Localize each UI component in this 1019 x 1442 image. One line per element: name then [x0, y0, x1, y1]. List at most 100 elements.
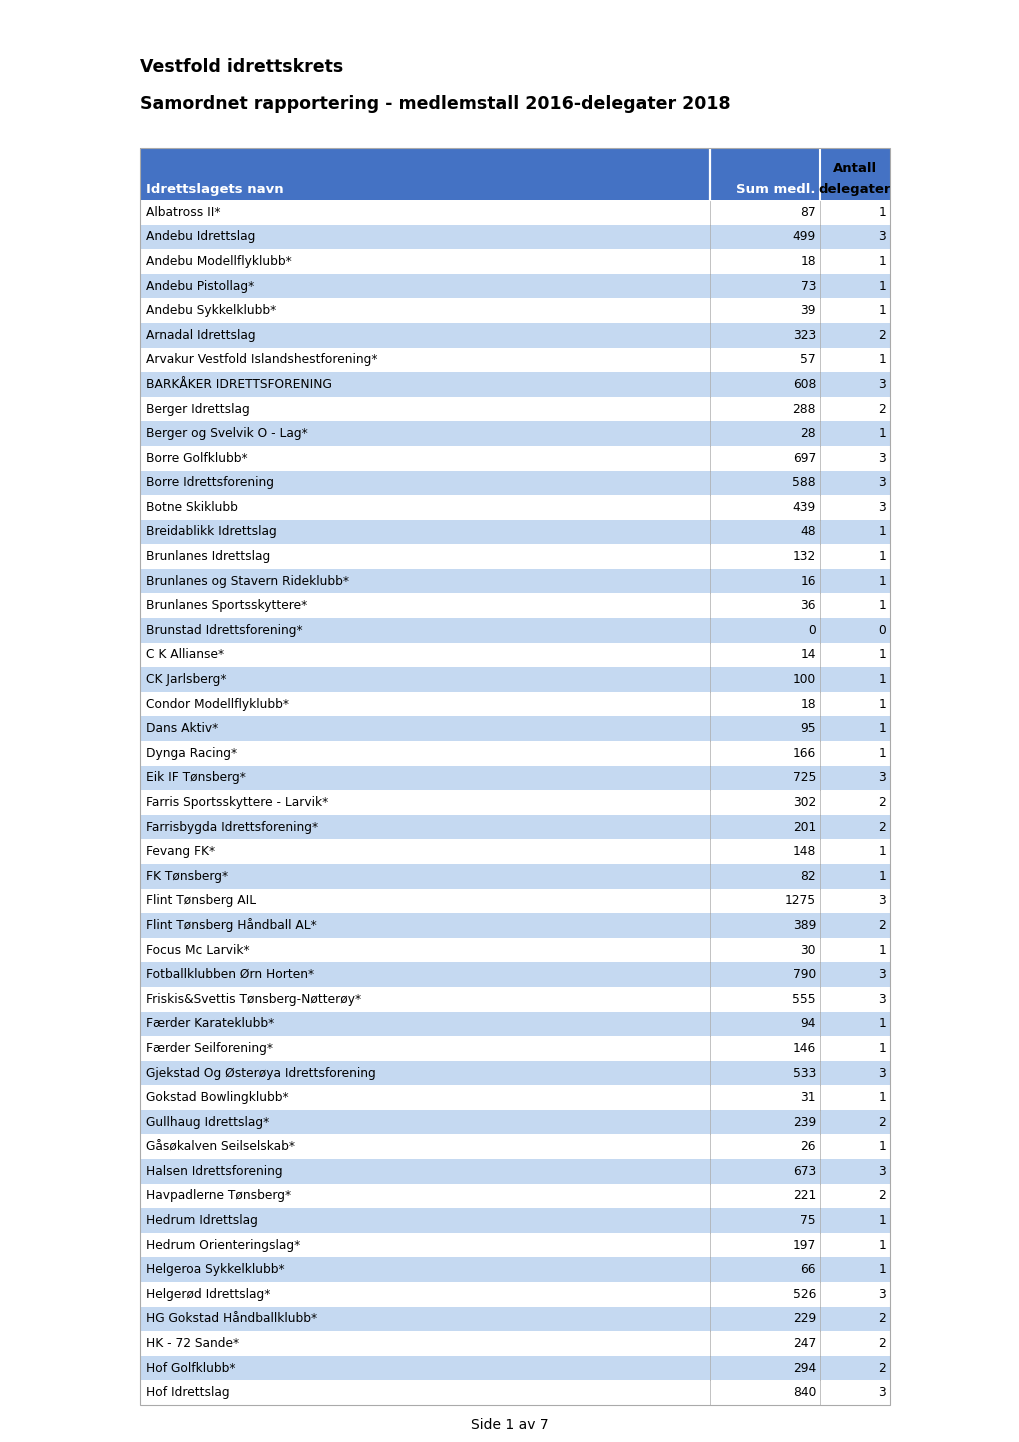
- Text: 57: 57: [800, 353, 815, 366]
- Text: Focus Mc Larvik*: Focus Mc Larvik*: [146, 943, 250, 956]
- Text: Hof Golfklubb*: Hof Golfklubb*: [146, 1361, 235, 1374]
- Text: 1: 1: [877, 698, 886, 711]
- Text: Eik IF Tønsberg*: Eik IF Tønsberg*: [146, 771, 246, 784]
- Bar: [140, 1282, 890, 1306]
- Text: Helgeroa Sykkelklubb*: Helgeroa Sykkelklubb*: [146, 1263, 284, 1276]
- Text: 48: 48: [800, 525, 815, 538]
- Bar: [140, 274, 890, 298]
- Text: 1: 1: [877, 575, 886, 588]
- Bar: [140, 1135, 890, 1159]
- Bar: [140, 864, 890, 888]
- Text: 0: 0: [877, 624, 886, 637]
- Text: Borre Idrettsforening: Borre Idrettsforening: [146, 476, 274, 489]
- Text: 3: 3: [877, 476, 886, 489]
- Text: 3: 3: [877, 500, 886, 513]
- Bar: [140, 348, 890, 372]
- Text: 1: 1: [877, 722, 886, 735]
- Text: 1: 1: [877, 206, 886, 219]
- Text: Gokstad Bowlingklubb*: Gokstad Bowlingklubb*: [146, 1092, 288, 1105]
- Text: 555: 555: [792, 992, 815, 1005]
- Text: 288: 288: [792, 402, 815, 415]
- Bar: [140, 1208, 890, 1233]
- Bar: [140, 200, 890, 225]
- Bar: [140, 668, 890, 692]
- Text: 0: 0: [807, 624, 815, 637]
- Text: 146: 146: [792, 1043, 815, 1056]
- Text: Berger Idrettslag: Berger Idrettslag: [146, 402, 250, 415]
- Text: 87: 87: [800, 206, 815, 219]
- Text: 3: 3: [877, 231, 886, 244]
- Text: Samordnet rapportering - medlemstall 2016-delegater 2018: Samordnet rapportering - medlemstall 201…: [140, 95, 730, 112]
- Text: 1275: 1275: [784, 894, 815, 907]
- Text: Dynga Racing*: Dynga Racing*: [146, 747, 236, 760]
- Text: 673: 673: [792, 1165, 815, 1178]
- Text: 1: 1: [877, 1263, 886, 1276]
- Text: 3: 3: [877, 1067, 886, 1080]
- Text: 499: 499: [792, 231, 815, 244]
- Text: 66: 66: [800, 1263, 815, 1276]
- Text: 30: 30: [800, 943, 815, 956]
- Text: 608: 608: [792, 378, 815, 391]
- Bar: [140, 149, 890, 1405]
- Text: 221: 221: [792, 1190, 815, 1203]
- Text: 36: 36: [800, 600, 815, 613]
- Text: 697: 697: [792, 451, 815, 464]
- Text: Andebu Sykkelklubb*: Andebu Sykkelklubb*: [146, 304, 276, 317]
- Text: 2: 2: [877, 1361, 886, 1374]
- Bar: [140, 519, 890, 544]
- Text: 2: 2: [877, 1116, 886, 1129]
- Text: C K Allianse*: C K Allianse*: [146, 649, 224, 662]
- Bar: [140, 815, 890, 839]
- Text: 790: 790: [792, 968, 815, 981]
- Bar: [140, 1037, 890, 1061]
- Bar: [140, 323, 890, 348]
- Text: 2: 2: [877, 1190, 886, 1203]
- Bar: [140, 741, 890, 766]
- Text: 1: 1: [877, 1141, 886, 1154]
- Bar: [140, 149, 890, 200]
- Text: 3: 3: [877, 771, 886, 784]
- Text: FK Tønsberg*: FK Tønsberg*: [146, 870, 228, 883]
- Text: Botne Skiklubb: Botne Skiklubb: [146, 500, 237, 513]
- Text: Helgerød Idrettslag*: Helgerød Idrettslag*: [146, 1288, 270, 1301]
- Text: Brunlanes Idrettslag: Brunlanes Idrettslag: [146, 549, 270, 562]
- Bar: [140, 888, 890, 913]
- Text: Vestfold idrettskrets: Vestfold idrettskrets: [140, 58, 343, 76]
- Text: Side 1 av 7: Side 1 av 7: [471, 1417, 548, 1432]
- Text: 28: 28: [800, 427, 815, 440]
- Text: Fevang FK*: Fevang FK*: [146, 845, 215, 858]
- Text: CK Jarlsberg*: CK Jarlsberg*: [146, 673, 226, 686]
- Text: 1: 1: [877, 549, 886, 562]
- Text: 840: 840: [792, 1386, 815, 1399]
- Text: 18: 18: [800, 255, 815, 268]
- Text: 3: 3: [877, 451, 886, 464]
- Text: 82: 82: [800, 870, 815, 883]
- Bar: [140, 937, 890, 962]
- Text: 148: 148: [792, 845, 815, 858]
- Text: Brunstad Idrettsforening*: Brunstad Idrettsforening*: [146, 624, 303, 637]
- Text: Hedrum Idrettslag: Hedrum Idrettslag: [146, 1214, 258, 1227]
- Text: 1: 1: [877, 600, 886, 613]
- Text: 166: 166: [792, 747, 815, 760]
- Text: Breidablikk Idrettslag: Breidablikk Idrettslag: [146, 525, 276, 538]
- Bar: [140, 372, 890, 397]
- Text: 39: 39: [800, 304, 815, 317]
- Text: 73: 73: [800, 280, 815, 293]
- Text: 1: 1: [877, 427, 886, 440]
- Text: delegater: delegater: [818, 183, 891, 196]
- Bar: [140, 397, 890, 421]
- Bar: [140, 1159, 890, 1184]
- Text: 1: 1: [877, 943, 886, 956]
- Text: 2: 2: [877, 820, 886, 833]
- Text: 1: 1: [877, 747, 886, 760]
- Text: Hedrum Orienteringslag*: Hedrum Orienteringslag*: [146, 1239, 300, 1252]
- Bar: [140, 421, 890, 446]
- Text: 302: 302: [792, 796, 815, 809]
- Text: 389: 389: [792, 919, 815, 932]
- Text: 439: 439: [792, 500, 815, 513]
- Text: 1: 1: [877, 673, 886, 686]
- Text: Flint Tønsberg AIL: Flint Tønsberg AIL: [146, 894, 256, 907]
- Bar: [140, 1110, 890, 1135]
- Text: Færder Karateklubb*: Færder Karateklubb*: [146, 1017, 274, 1031]
- Text: 201: 201: [792, 820, 815, 833]
